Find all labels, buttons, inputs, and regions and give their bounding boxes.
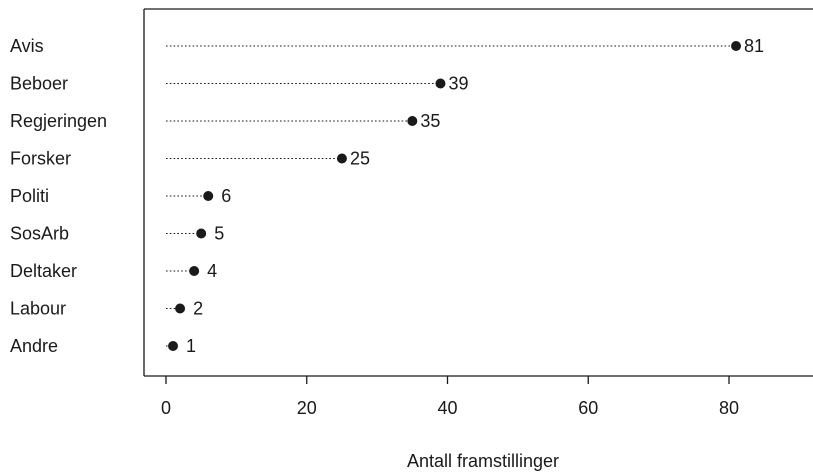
x-tick-label: 0 — [161, 398, 171, 418]
data-point — [731, 41, 742, 51]
category-label: Forsker — [10, 149, 71, 169]
data-row: Politi 6 — [10, 186, 231, 206]
category-label: Deltaker — [10, 261, 77, 281]
value-label: 81 — [744, 36, 764, 56]
data-point — [336, 153, 347, 164]
data-point — [196, 228, 207, 239]
data-row: Andre 1 — [10, 336, 196, 356]
data-point — [435, 78, 446, 89]
data-point — [189, 266, 200, 276]
category-label: Politi — [10, 186, 49, 206]
value-label: 1 — [186, 336, 196, 356]
x-axis-label: Antall framstillinger — [407, 451, 559, 471]
value-label: 39 — [448, 74, 468, 94]
x-axis: 0 20 40 60 80 — [161, 376, 739, 418]
data-row: Labour 2 — [10, 299, 203, 319]
data-row: Avis 81 — [10, 36, 764, 56]
data-row: Regjeringen 35 — [10, 111, 440, 131]
value-label: 25 — [350, 149, 370, 169]
category-label: Andre — [10, 336, 58, 356]
data-row: SosArb 5 — [10, 224, 224, 244]
data-point — [407, 116, 418, 126]
value-label: 4 — [207, 261, 217, 281]
value-label: 2 — [193, 299, 203, 319]
data-row: Deltaker 4 — [10, 261, 217, 281]
data-row: Forsker 25 — [10, 149, 370, 169]
x-tick-label: 40 — [437, 398, 457, 418]
category-label: Regjeringen — [10, 111, 107, 131]
value-label: 35 — [420, 111, 440, 131]
value-label: 6 — [221, 186, 231, 206]
value-label: 5 — [214, 224, 224, 244]
x-tick-label: 80 — [719, 398, 739, 418]
plot-frame — [143, 8, 813, 377]
category-label: Avis — [10, 36, 44, 56]
data-point — [203, 191, 214, 201]
data-row: Beboer 39 — [10, 74, 468, 94]
category-label: Labour — [10, 299, 66, 319]
x-tick-label: 60 — [578, 398, 598, 418]
data-point — [175, 303, 186, 314]
data-point — [168, 341, 179, 351]
category-label: Beboer — [10, 74, 68, 94]
x-tick-label: 20 — [297, 398, 317, 418]
category-label: SosArb — [10, 224, 69, 244]
